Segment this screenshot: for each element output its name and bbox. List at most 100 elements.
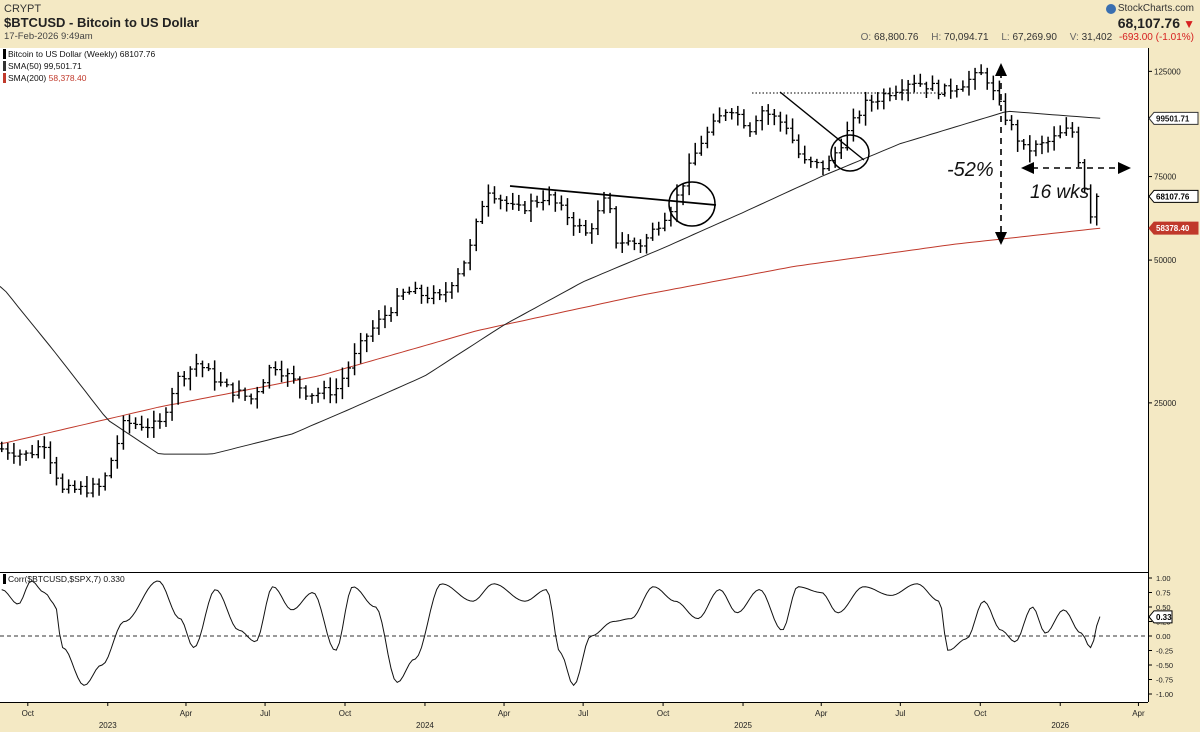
ohlc-bar bbox=[181, 371, 187, 387]
ohlc-bar bbox=[388, 307, 394, 322]
ohlc-bar bbox=[881, 88, 887, 110]
price-tag-label: 58378.40 bbox=[1156, 224, 1190, 233]
corr-legend: Corr($BTCUSD,$SPX,7) 0.330 bbox=[3, 574, 125, 584]
ohlc-bar bbox=[491, 186, 497, 204]
breakout-circle-1 bbox=[668, 181, 716, 227]
ohlc-bar bbox=[923, 81, 929, 99]
ohlc-bar bbox=[510, 192, 516, 210]
ohlc-bar bbox=[595, 200, 601, 236]
ohlc-bar bbox=[145, 418, 151, 438]
x-tick-label: Oct bbox=[339, 709, 352, 718]
chart-annotations: -52% 16 wks bbox=[509, 63, 1131, 245]
ohlc-bar bbox=[254, 386, 260, 409]
ohlc-bar bbox=[1009, 115, 1015, 131]
y-tick-label: 50000 bbox=[1154, 256, 1177, 265]
ohlc-bar bbox=[358, 332, 364, 364]
ohlc-bar bbox=[303, 385, 309, 400]
legend-price: Bitcoin to US Dollar (Weekly) 68107.76 bbox=[8, 49, 156, 59]
ohlc-bar bbox=[698, 135, 704, 156]
ohlc-bar bbox=[966, 70, 972, 96]
ohlc-bar bbox=[199, 360, 205, 378]
ohlc-bar bbox=[1021, 138, 1027, 150]
ohlc-bar bbox=[218, 372, 224, 387]
ohlc-bar bbox=[692, 142, 698, 166]
ohlc-bar bbox=[352, 343, 358, 376]
legend-sma200: SMA(200) 58,378.40 bbox=[8, 73, 87, 83]
x-tick-label: Jul bbox=[578, 709, 588, 718]
ohlc-bar bbox=[266, 364, 272, 389]
low-label: L: bbox=[1001, 32, 1010, 43]
ohlc-bar bbox=[528, 193, 534, 223]
y-tick-label: 125000 bbox=[1154, 67, 1181, 76]
down-arrow-icon: ▼ bbox=[1183, 17, 1195, 31]
ohlc-bar bbox=[583, 219, 589, 236]
ohlc-bar bbox=[279, 360, 285, 383]
price-tag-label: 99501.71 bbox=[1156, 114, 1190, 123]
ohlc-bar bbox=[552, 191, 558, 212]
y-tick-label: 75000 bbox=[1154, 173, 1177, 182]
ohlc-bar bbox=[206, 363, 212, 372]
ohlc-bar bbox=[230, 382, 236, 403]
x-tick-label: Oct bbox=[22, 709, 35, 718]
ohlc-bar bbox=[790, 118, 796, 144]
ohlc-bar bbox=[72, 480, 78, 493]
stockcharts-logo[interactable]: StockCharts.com bbox=[1105, 3, 1194, 14]
exchange-label: CRYPT bbox=[4, 3, 42, 15]
ohlc-bar bbox=[333, 378, 339, 404]
ohlc-bar bbox=[449, 282, 455, 299]
ohlc-bar bbox=[418, 284, 424, 304]
y-tick-label: 25000 bbox=[1154, 399, 1177, 408]
ohlc-bar bbox=[139, 415, 145, 431]
ohlc-bar bbox=[248, 393, 254, 405]
ohlc-bar bbox=[954, 85, 960, 98]
corr-tag: 0.33 bbox=[1148, 610, 1173, 624]
ohlc-bar bbox=[674, 184, 680, 223]
ohlc-bar bbox=[540, 190, 546, 211]
ohlc-bar bbox=[619, 232, 625, 253]
ohlc-bar bbox=[747, 122, 753, 137]
ohlc-bar bbox=[1015, 119, 1021, 152]
ohlc-bar bbox=[345, 361, 351, 388]
ohlc-bar bbox=[285, 368, 291, 387]
ohlc-bar bbox=[850, 108, 856, 142]
legend-swatch-corr bbox=[3, 574, 6, 584]
corr-tick-label: -0.25 bbox=[1156, 647, 1173, 656]
ohlc-bar bbox=[260, 379, 266, 394]
chart-title: $BTCUSD - Bitcoin to US Dollar bbox=[4, 15, 200, 30]
chart-date: 17-Feb-2026 9:49am bbox=[4, 31, 93, 42]
ohlc-bar bbox=[339, 367, 345, 400]
ohlc-bar bbox=[729, 108, 735, 120]
x-tick-label: Jul bbox=[895, 709, 905, 718]
ohlc-bar bbox=[650, 222, 656, 241]
ohlc-bar bbox=[929, 75, 935, 91]
breakout-circle-2 bbox=[830, 134, 870, 172]
ohlc-bar bbox=[936, 79, 942, 100]
x-tick-label: Oct bbox=[974, 709, 987, 718]
ohlc-bar bbox=[315, 387, 321, 403]
ohlc-bar bbox=[735, 105, 741, 126]
ohlc-bar bbox=[406, 286, 412, 295]
sma50-line bbox=[0, 110, 1101, 455]
ohlc-bar bbox=[66, 479, 72, 494]
ohlc-bar bbox=[193, 353, 199, 377]
sma50-series bbox=[0, 110, 1101, 455]
ohlc-bar bbox=[35, 440, 41, 459]
ohlc-bar bbox=[796, 134, 802, 159]
ohlc-bar bbox=[242, 387, 248, 401]
ohlc-bar bbox=[394, 288, 400, 317]
ohlc-bar bbox=[887, 87, 893, 102]
legend-swatch-sma200 bbox=[3, 73, 6, 83]
ohlc-bar bbox=[364, 333, 370, 353]
ohlc-bar bbox=[114, 435, 120, 469]
ohlc-bar bbox=[60, 473, 66, 493]
ohlc-bar bbox=[455, 268, 461, 293]
x-tick-label: Oct bbox=[657, 709, 670, 718]
corr-panel bbox=[0, 572, 1148, 702]
ohlc-bar bbox=[625, 234, 631, 246]
ohlc-bar bbox=[187, 366, 193, 391]
corr-tick-label: 1.00 bbox=[1156, 574, 1171, 583]
ohlc-bar bbox=[437, 289, 443, 301]
corr-tick-label: -0.75 bbox=[1156, 676, 1173, 685]
ohlc-bar bbox=[108, 457, 114, 479]
